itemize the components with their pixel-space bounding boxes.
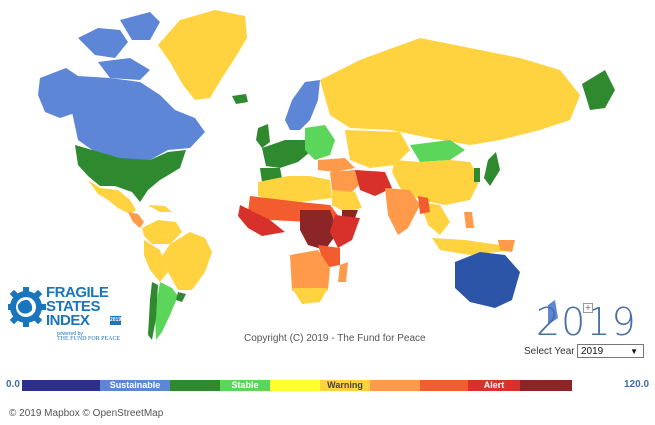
color-legend: 0.0 Sustainable Stable Warning Alert 120.0: [0, 378, 655, 392]
region-yemen[interactable]: [342, 210, 358, 218]
legend-segment: [420, 380, 468, 391]
region-iceland[interactable]: [232, 94, 248, 104]
legend-segment-label: Sustainable: [109, 380, 161, 390]
region-central-asia[interactable]: [345, 130, 410, 168]
region-caribbean[interactable]: [148, 205, 172, 212]
legend-segment-label: Stable: [231, 380, 259, 390]
region-middle-east[interactable]: [330, 170, 362, 196]
legend-bar: Sustainable Stable Warning Alert: [22, 380, 622, 391]
gear-globe-icon: [8, 287, 46, 327]
region-chile[interactable]: [148, 282, 158, 340]
logo-line1: FRAGILE: [46, 284, 109, 301]
map-attribution: © 2019 Mapbox © OpenStreetMap: [9, 408, 164, 419]
region-south-africa[interactable]: [292, 288, 328, 304]
legend-segment-label: Warning: [327, 380, 363, 390]
region-horn[interactable]: [330, 215, 360, 248]
region-scandinavia[interactable]: [285, 80, 320, 130]
legend-segment: Sustainable: [100, 380, 170, 391]
world-map[interactable]: [0, 0, 655, 370]
legend-segment: [170, 380, 220, 391]
legend-min-value: 0.0: [6, 379, 20, 390]
region-brazil[interactable]: [162, 232, 212, 290]
region-central-america[interactable]: [128, 212, 144, 228]
region-madagascar[interactable]: [338, 262, 348, 282]
legend-segment: Alert: [468, 380, 520, 391]
legend-segment: [270, 380, 320, 391]
region-peru-bolivia[interactable]: [144, 240, 168, 282]
fund-for-peace-logo: [8, 287, 46, 327]
logo-line3: INDEX: [46, 312, 90, 329]
legend-segment: [520, 380, 572, 391]
region-philippines[interactable]: [464, 212, 474, 228]
region-russia[interactable]: [320, 38, 580, 145]
region-japan[interactable]: [484, 152, 500, 186]
chevron-down-icon: ▼: [630, 347, 638, 356]
legend-segment: Warning: [320, 380, 370, 391]
region-greenland[interactable]: [158, 10, 247, 100]
legend-segment: Stable: [220, 380, 270, 391]
region-uk[interactable]: [256, 124, 270, 148]
region-central-africa[interactable]: [300, 210, 338, 250]
logo-line2: STATES: [46, 298, 100, 315]
select-year-label: Select Year: [524, 346, 575, 357]
legend-max-value: 120.0: [624, 379, 650, 390]
legend-segment-label: Alert: [483, 380, 505, 390]
region-korea[interactable]: [474, 168, 480, 182]
year-dropdown[interactable]: 2019 ▼: [577, 344, 644, 358]
region-mongolia[interactable]: [410, 140, 465, 162]
region-png[interactable]: [498, 240, 515, 252]
logo-powered-by: powered by: [57, 331, 83, 337]
region-arabia[interactable]: [332, 190, 362, 212]
legend-segment: [22, 380, 100, 391]
region-colombia-venezuela[interactable]: [142, 220, 182, 244]
region-conflict-asia[interactable]: [355, 170, 392, 196]
map-copyright-text: Copyright (C) 2019 - The Fund for Peace: [244, 333, 426, 344]
year-dropdown-value: 2019: [581, 346, 604, 357]
region-far-east[interactable]: [582, 70, 615, 110]
expand-icon[interactable]: +: [583, 303, 593, 313]
region-india[interactable]: [385, 188, 420, 235]
region-myanmar[interactable]: [418, 196, 430, 214]
region-west-africa[interactable]: [238, 205, 285, 236]
region-eastern-europe[interactable]: [305, 125, 335, 160]
logo-publisher: THE FUND FOR PEACE: [57, 336, 121, 342]
region-argentina[interactable]: [155, 282, 178, 340]
region-alaska[interactable]: [38, 68, 78, 118]
region-southern-africa[interactable]: [290, 250, 330, 300]
region-indonesia[interactable]: [432, 238, 515, 255]
region-turkey[interactable]: [318, 158, 355, 172]
region-mexico[interactable]: [88, 180, 136, 214]
region-usa[interactable]: [75, 145, 186, 202]
region-china[interactable]: [392, 160, 480, 205]
region-north-africa[interactable]: [258, 176, 332, 202]
region-australia[interactable]: [455, 252, 520, 308]
region-canada-arctic[interactable]: [78, 12, 160, 80]
legend-segment: [370, 380, 420, 391]
region-nz[interactable]: [548, 300, 558, 325]
region-canada[interactable]: [72, 76, 205, 160]
logo-year-badge: 2019: [110, 316, 122, 325]
region-uruguay[interactable]: [176, 292, 186, 302]
region-western-europe[interactable]: [262, 140, 310, 168]
